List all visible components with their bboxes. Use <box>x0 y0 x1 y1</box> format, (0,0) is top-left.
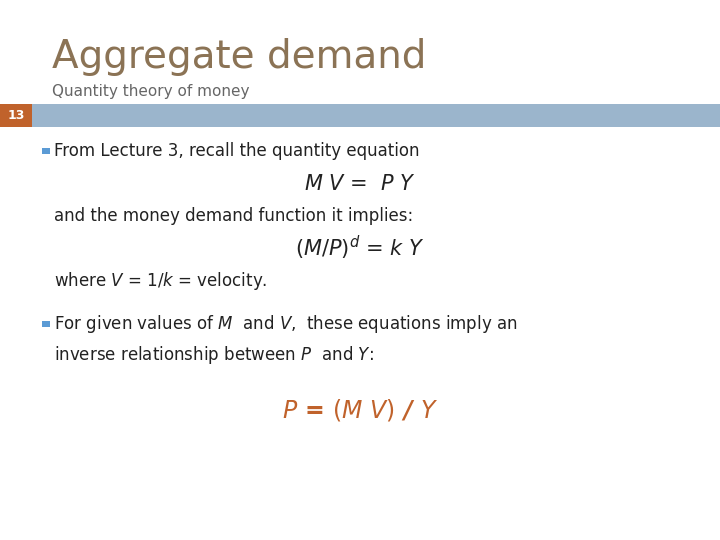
Text: Aggregate demand: Aggregate demand <box>52 38 426 76</box>
Text: Quantity theory of money: Quantity theory of money <box>52 84 249 99</box>
Text: For given values of $\mathbf{\mathit{M}}$  and $\mathbf{\mathit{V}}$,  these equ: For given values of $\mathbf{\mathit{M}}… <box>54 313 518 335</box>
Bar <box>0 104 32 127</box>
Text: From Lecture 3, recall the quantity equation: From Lecture 3, recall the quantity equa… <box>54 142 420 160</box>
Text: 13: 13 <box>7 109 24 122</box>
Text: where $\mathbf{\mathit{V}}$ = 1/$\mathbf{\mathit{k}}$ = velocity.: where $\mathbf{\mathit{V}}$ = 1/$\mathbf… <box>54 270 267 292</box>
Bar <box>0 104 720 127</box>
Text: ($\mathbf{\mathit{M/P}}$)$^\mathit{d}$ = $\mathbf{\mathit{k}}$ $\mathbf{\mathit{: ($\mathbf{\mathit{M/P}}$)$^\mathit{d}$ =… <box>295 234 425 262</box>
Bar <box>42 321 50 327</box>
Text: $\mathbf{\mathit{M}}$$\mathit{\ V}$ =  $\mathbf{\mathit{P}}$$\mathit{\ Y}$: $\mathbf{\mathit{M}}$$\mathit{\ V}$ = $\… <box>304 173 416 194</box>
Text: inverse relationship between $\mathbf{\mathit{P}}$  and $\mathbf{\mathit{Y}}$:: inverse relationship between $\mathbf{\m… <box>54 345 374 366</box>
Bar <box>42 148 50 154</box>
Text: and the money demand function it implies:: and the money demand function it implies… <box>54 207 413 225</box>
Text: $\mathbf{\mathit{P}}$ = $\mathbf{\mathit{(M\ V)}}$ / $\mathbf{\mathit{Y}}$: $\mathbf{\mathit{P}}$ = $\mathbf{\mathit… <box>282 397 438 423</box>
